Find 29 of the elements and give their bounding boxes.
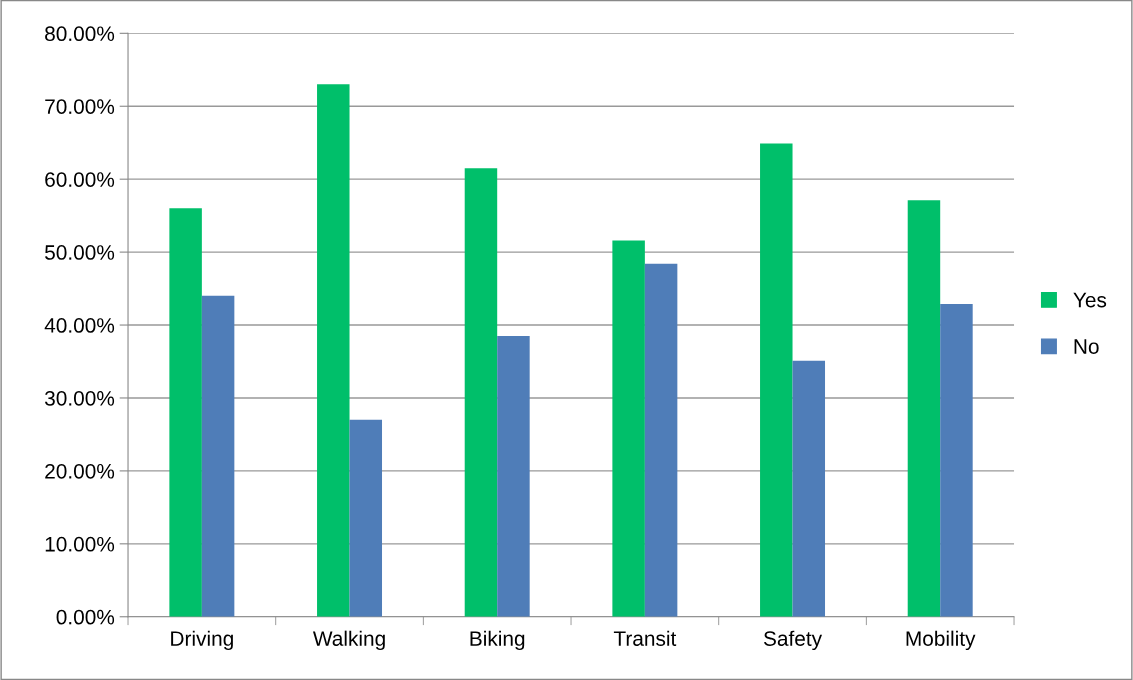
y-tick-label: 0.00% (56, 609, 115, 625)
legend-label: No (1074, 339, 1099, 354)
bar (907, 200, 941, 617)
bar (497, 335, 530, 617)
y-tick-label: 10.00% (45, 536, 115, 552)
bar (169, 208, 202, 617)
x-tick-label: Mobility (906, 630, 976, 651)
bar (349, 419, 383, 617)
y-tick-label: 80.00% (45, 26, 115, 42)
y-tick-label: 30.00% (44, 390, 115, 406)
bar (760, 143, 793, 617)
bar (612, 240, 645, 617)
y-tick-label: 40.00% (44, 318, 115, 333)
y-tick-label: 70.00% (45, 99, 115, 114)
bar (940, 303, 973, 617)
y-tick-label: 60.00% (45, 172, 115, 187)
x-tick-label: Biking (470, 630, 525, 651)
bar (317, 84, 350, 617)
x-tick-label: Transit (613, 630, 677, 646)
y-tick-label: 20.00% (45, 463, 115, 479)
bar (201, 295, 235, 617)
x-tick-label: Driving (171, 630, 233, 651)
legend-label: Yes (1073, 292, 1107, 308)
y-tick-label: 50.00% (45, 245, 115, 260)
x-tick-label: Walking (312, 630, 385, 651)
bar (464, 168, 498, 617)
bar (792, 360, 826, 617)
bar (644, 263, 678, 617)
x-tick-label: Safety (763, 630, 823, 651)
